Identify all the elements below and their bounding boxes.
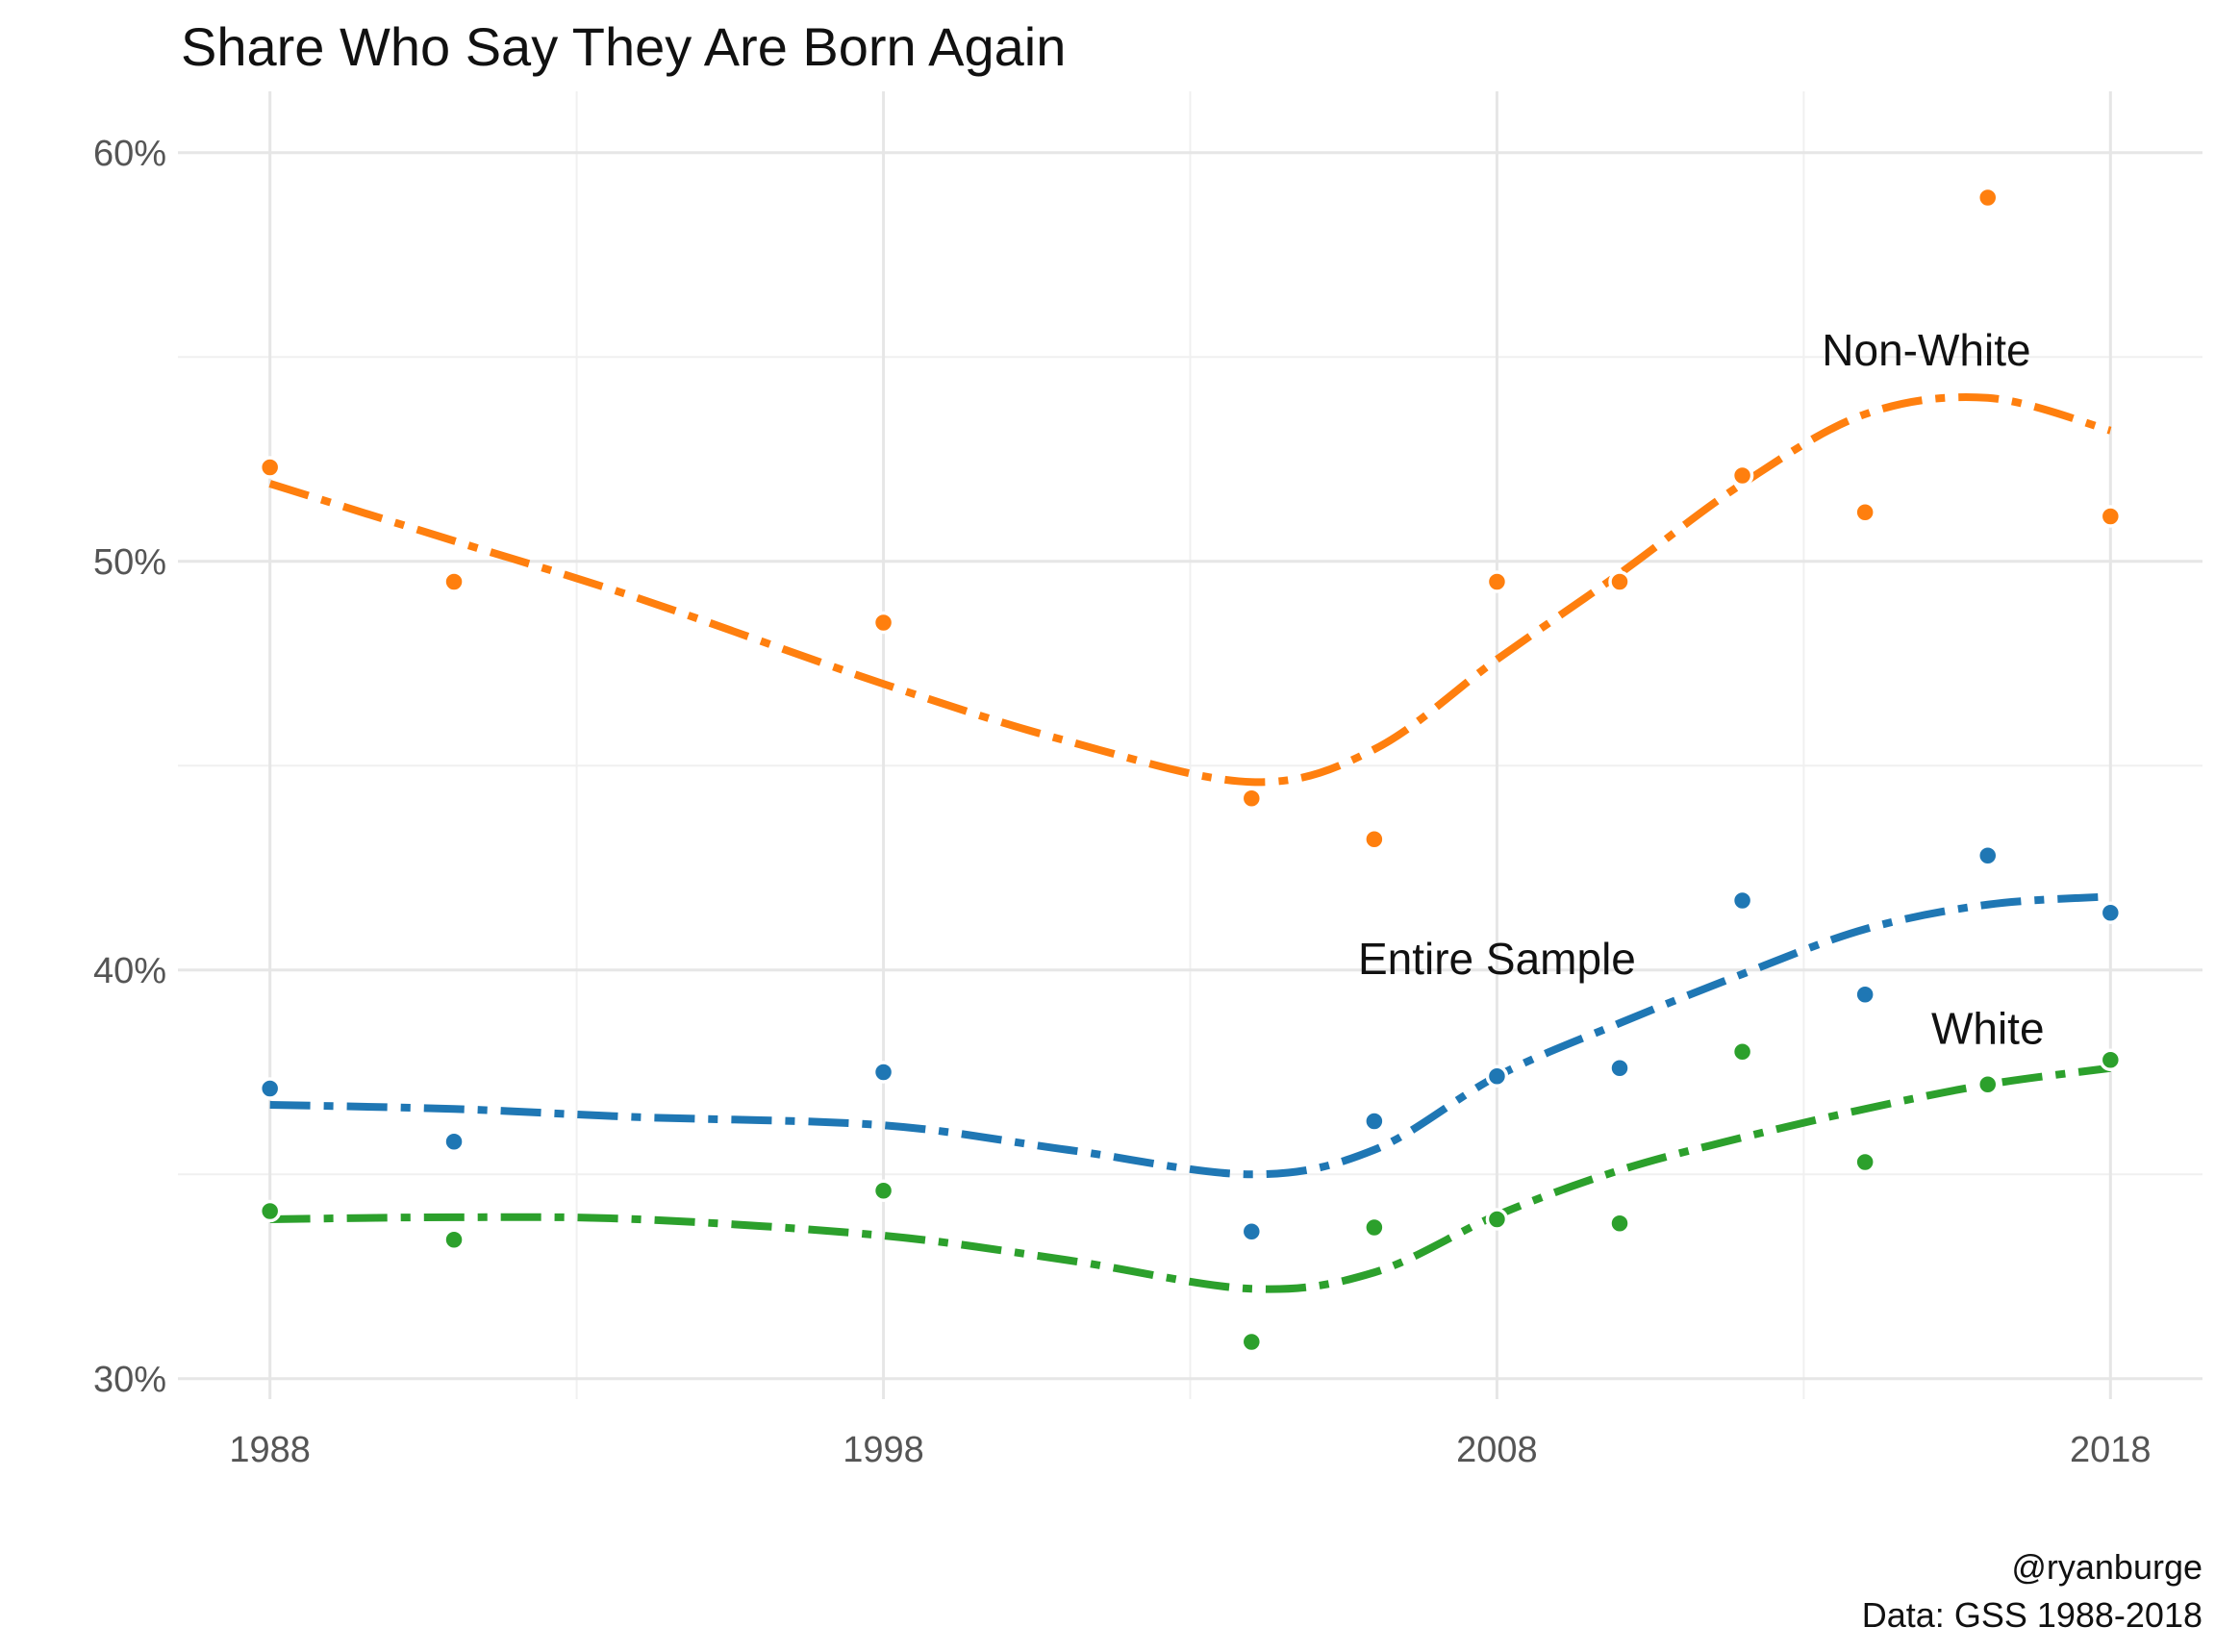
- data-point-non-white: [442, 570, 466, 593]
- data-point-entire-sample: [871, 1061, 895, 1084]
- data-point-white: [1240, 1330, 1264, 1354]
- trend-lines: [268, 392, 2112, 1293]
- data-point-non-white: [1730, 463, 1754, 488]
- data-point-entire-sample: [1485, 1064, 1509, 1088]
- data-point-non-white: [1853, 501, 1876, 524]
- chart-title: Share Who Say They Are Born Again: [181, 16, 1066, 77]
- data-point-entire-sample: [2099, 901, 2123, 924]
- x-tick-label: 1998: [843, 1430, 924, 1470]
- data-point-entire-sample: [1853, 983, 1876, 1006]
- trend-line-white: [269, 1064, 2111, 1293]
- data-point-white: [442, 1228, 466, 1251]
- data-point-entire-sample: [1976, 844, 2000, 867]
- data-point-white: [1363, 1215, 1386, 1239]
- data-point-entire-sample: [442, 1130, 466, 1153]
- y-tick-label: 60%: [93, 134, 166, 174]
- y-tick-label: 40%: [93, 951, 166, 991]
- data-point-non-white: [1240, 787, 1264, 810]
- data-point-entire-sample: [1363, 1110, 1386, 1133]
- caption-source: Data: GSS 1988-2018: [1862, 1595, 2202, 1635]
- data-point-non-white: [258, 456, 282, 479]
- annotation-entire-sample: Entire Sample: [1358, 934, 1636, 984]
- data-point-white: [1976, 1073, 2000, 1096]
- data-point-entire-sample: [1240, 1220, 1264, 1243]
- data-point-white: [1608, 1212, 1631, 1235]
- annotation-white: White: [1931, 1003, 2045, 1053]
- x-tick-label: 1988: [229, 1430, 311, 1470]
- data-point-non-white: [1485, 570, 1509, 593]
- caption-author: @ryanburge: [2011, 1547, 2202, 1587]
- x-tick-label: 2018: [2070, 1430, 2152, 1470]
- data-point-white: [1485, 1208, 1509, 1231]
- data-point-non-white: [1608, 570, 1631, 593]
- data-point-non-white: [2099, 505, 2123, 528]
- data-point-non-white: [1976, 186, 2000, 210]
- annotation-non-white: Non-White: [1822, 325, 2030, 375]
- data-point-white: [258, 1199, 282, 1223]
- axis-ticks: 30% 40% 50% 60% 1988 1998 2008 2018: [93, 134, 2152, 1470]
- data-point-white: [871, 1179, 895, 1202]
- data-point-non-white: [871, 611, 895, 635]
- data-point-entire-sample: [1608, 1057, 1631, 1080]
- data-point-entire-sample: [1730, 889, 1754, 913]
- trend-line-entire-sample: [269, 892, 2111, 1179]
- grid: [178, 91, 2202, 1399]
- data-point-white: [1730, 1040, 1754, 1064]
- y-tick-label: 30%: [93, 1360, 166, 1400]
- data-point-white: [2099, 1048, 2123, 1071]
- x-tick-label: 2008: [1456, 1430, 1538, 1470]
- data-point-white: [1853, 1150, 1876, 1174]
- data-points: [258, 186, 2123, 1354]
- trend-line-non-white: [268, 392, 2112, 787]
- data-point-non-white: [1363, 828, 1386, 851]
- y-tick-label: 50%: [93, 542, 166, 583]
- annotations: Non-White Entire Sample White: [1358, 325, 2045, 1054]
- data-point-entire-sample: [258, 1077, 282, 1100]
